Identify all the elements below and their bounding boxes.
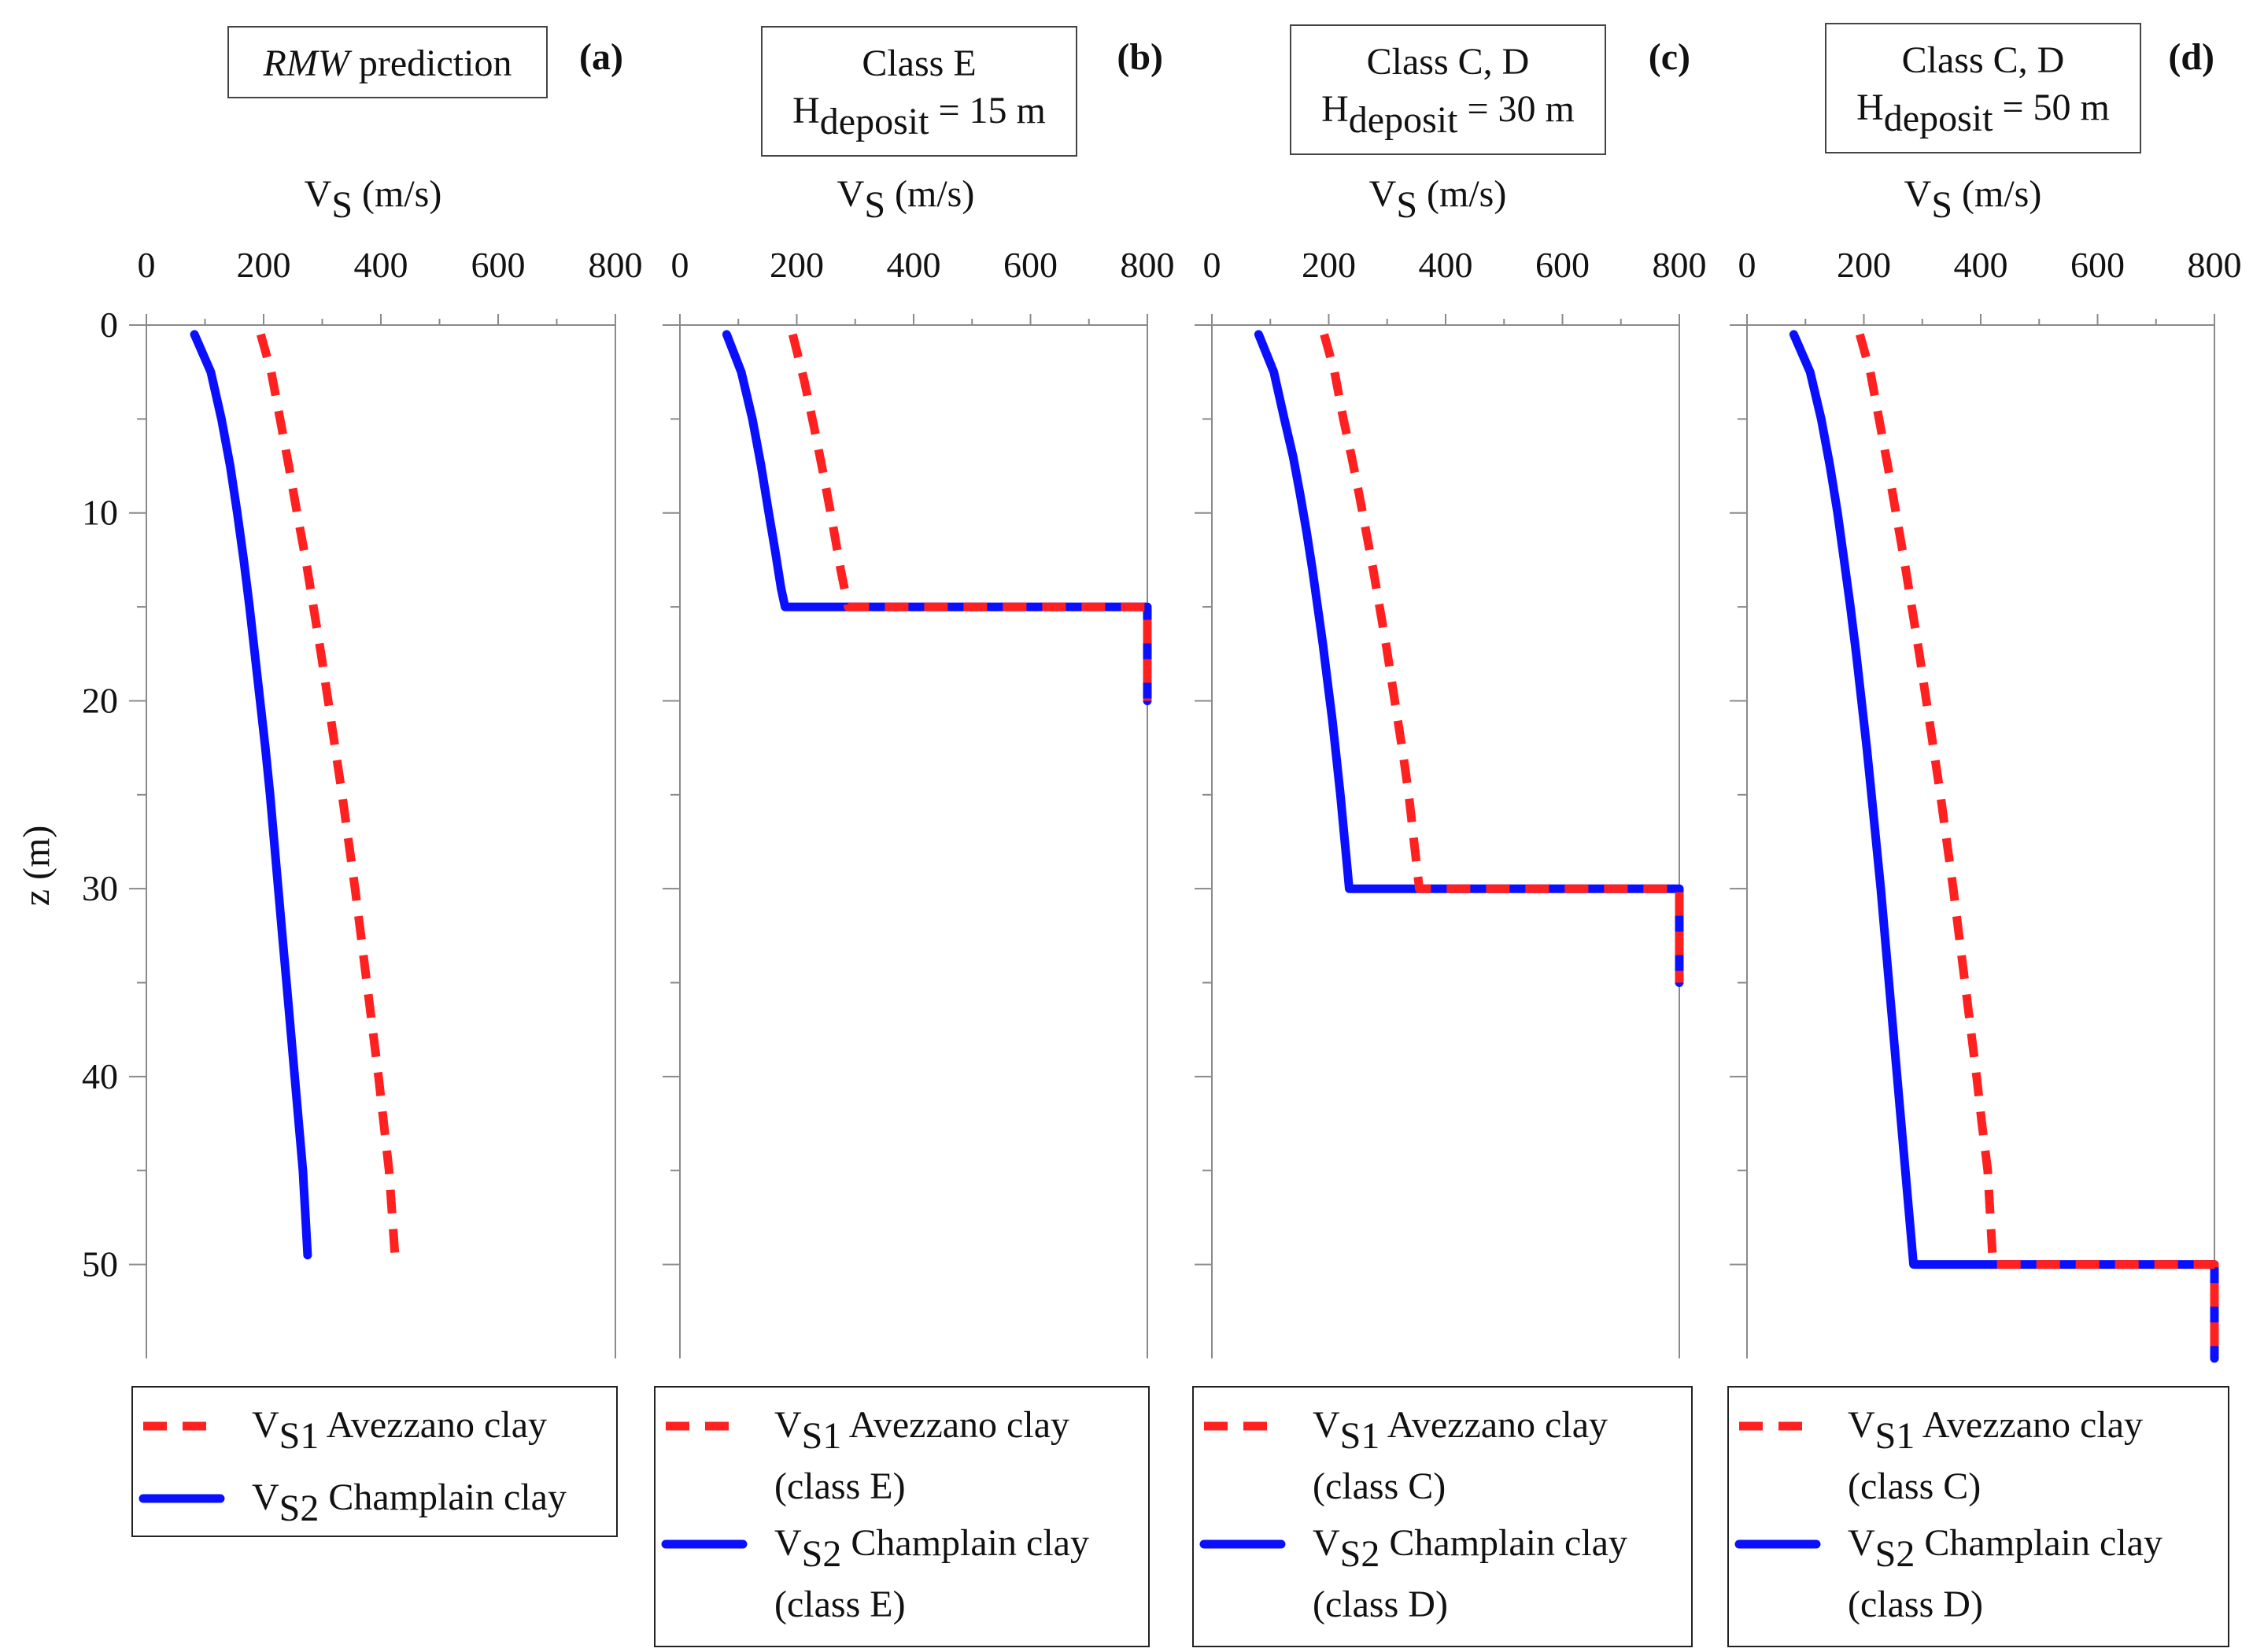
legend-label-class: (class C) [1313,1465,1446,1507]
panel-title-h-deposit: Hdeposit = 30 m [1321,88,1575,141]
x-tick-label: 200 [1837,245,1891,285]
legend-label: VS2 Champlain clay [1313,1522,1627,1575]
title-box [1290,24,1606,155]
panel-label: (c) [1649,36,1690,78]
axes-frame [146,324,616,1358]
x-tick-label: 0 [671,245,689,285]
legend-label-class: (class D) [1848,1584,1983,1625]
panel-a: RMW prediction (a) VS (m/s) 0 200 400 600 800 0 1… [82,26,643,1537]
axes-frame [1746,324,2215,1358]
y-tick-label: 0 [100,305,118,345]
x-tick-label: 200 [770,245,824,285]
x-tick-label: 800 [1121,245,1175,285]
x-axis-label: VS (m/s) [837,173,975,226]
title-box [761,26,1077,157]
panel-title-class: Class C, D [1367,41,1530,83]
legend-label-class: (class E) [774,1584,906,1625]
x-axis-label: VS (m/s) [1369,173,1507,226]
y-tick-label: 20 [82,680,118,720]
legend-label-class: (class E) [774,1465,906,1507]
x-tick-label: 800 [589,245,643,285]
panel-title-h-deposit: Hdeposit = 15 m [792,90,1046,142]
series-line-vs1 [1320,333,1684,983]
legend-label: VS2 Champlain clay [774,1522,1089,1575]
axes-frame [1211,324,1680,1358]
x-tick-label: 600 [1535,245,1590,285]
axes-frame [679,324,1148,1358]
title-box [1825,23,2141,153]
panel-title: RMW prediction [263,43,512,84]
series-line-vs2 [722,330,1152,705]
legend-label: VS2 Champlain clay [252,1476,567,1529]
x-tick-label: 600 [2070,245,2125,285]
series-line-vs1 [1856,333,2219,1358]
panel-label: (b) [1117,36,1163,78]
x-tick-label: 0 [1203,245,1221,285]
panel-label: (d) [2168,36,2214,78]
panel-title-class: Class C, D [1902,39,2065,81]
legend-label-class: (class D) [1313,1584,1448,1625]
series-line-vs2 [1254,330,1684,987]
x-tick-label: 0 [138,245,156,285]
x-tick-label: 600 [1003,245,1058,285]
y-tick-label: 30 [82,868,118,908]
series-line-vs1 [788,333,1152,701]
legend-box [654,1386,1150,1647]
panel-label: (a) [579,36,623,78]
series-line-vs1 [257,333,400,1256]
x-tick-label: 200 [237,245,291,285]
panel-b: Class E Hdeposit = 15 m (b) VS (m/s) 0 200 400… [654,26,1175,1647]
x-tick-label: 600 [471,245,526,285]
y-tick-label: 10 [82,493,118,533]
x-tick-label: 800 [1653,245,1707,285]
legend-label: VS1 Avezzano clay [252,1404,547,1457]
x-axis-label: VS (m/s) [1904,173,2042,226]
legend-box [131,1386,618,1537]
x-tick-label: 800 [2188,245,2242,285]
series-line-vs2 [1789,330,2219,1363]
x-axis-label: VS (m/s) [305,173,442,226]
legend-label: VS2 Champlain clay [1848,1522,2163,1575]
legend-label: VS1 Avezzano clay [1313,1404,1608,1457]
legend-label-class: (class C) [1848,1465,1981,1507]
x-tick-label: 400 [887,245,941,285]
x-tick-label: 0 [1738,245,1756,285]
y-axis-label: z (m) [16,826,57,907]
y-tick-label: 50 [82,1244,118,1284]
x-tick-label: 400 [354,245,408,285]
legend-box [1192,1386,1693,1647]
series-line-vs2 [190,330,312,1260]
x-tick-label: 400 [1954,245,2008,285]
y-tick-label: 40 [82,1056,118,1096]
x-tick-label: 200 [1302,245,1356,285]
panel-title-class: Class E [862,43,976,84]
panel-title-h-deposit: Hdeposit = 50 m [1856,87,2110,139]
panel-d: Class C, D Hdeposit = 50 m (d) VS (m/s) 0 200… [1727,23,2242,1647]
legend-label: VS1 Avezzano clay [774,1404,1069,1457]
title-box [227,26,548,98]
legend-label: VS1 Avezzano clay [1848,1404,2143,1457]
legend-box [1727,1386,2229,1647]
x-tick-label: 400 [1419,245,1473,285]
panel-c: Class C, D Hdeposit = 30 m (c) VS (m/s) 0 200… [1192,24,1707,1647]
